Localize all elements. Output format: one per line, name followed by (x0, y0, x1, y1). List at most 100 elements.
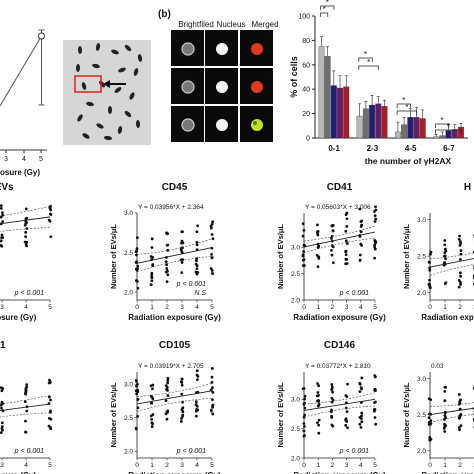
significance-bracket (435, 123, 450, 128)
data-point (25, 385, 29, 389)
y-tick-label: 3.0 (124, 210, 133, 217)
significance-bracket (320, 12, 329, 17)
data-point (149, 394, 153, 398)
data-point (195, 259, 198, 263)
data-point (49, 208, 53, 212)
data-point (1, 220, 5, 223)
data-point (427, 416, 431, 419)
x-tick-label: 0 (135, 462, 139, 469)
data-point (24, 217, 28, 221)
cell (181, 42, 195, 56)
data-point (166, 410, 169, 414)
chromosome (135, 120, 141, 128)
data-point (316, 421, 319, 425)
data-point (210, 367, 214, 370)
x-tick-label: 2 (331, 462, 335, 469)
bar (375, 103, 382, 139)
data-point (164, 270, 168, 274)
chromosome (82, 133, 90, 139)
data-point (374, 205, 377, 209)
data-point (49, 235, 53, 239)
data-point (443, 251, 447, 255)
fit-line (0, 216, 51, 225)
data-point (210, 375, 214, 379)
data-point (149, 384, 153, 388)
data-point (458, 244, 462, 247)
data-point (315, 253, 319, 257)
data-point (135, 253, 138, 257)
cell-nucleus (216, 119, 228, 131)
x-tick-label: 1 (316, 462, 320, 469)
significance-bracket (320, 5, 335, 10)
x-tick-label: 3 (0, 462, 4, 469)
data-point (166, 376, 170, 380)
panel-title: CD45 (162, 182, 188, 193)
data-point (195, 267, 199, 271)
row-label-left: 1600 (173, 110, 187, 116)
bar (439, 135, 446, 139)
data-point (149, 401, 153, 405)
data-point (135, 279, 138, 282)
bar (381, 106, 388, 139)
data-point (0, 431, 3, 435)
data-point (360, 376, 364, 380)
data-point (135, 249, 139, 253)
significance-star: * (405, 103, 408, 112)
y-tick-label: 100 (298, 14, 310, 21)
data-point (48, 378, 51, 382)
data-point (302, 228, 306, 232)
significance-bracket (358, 65, 379, 70)
data-point (195, 369, 199, 373)
p-value: p < 0.001 (14, 290, 44, 297)
data-point (345, 217, 349, 221)
data-point (358, 259, 362, 262)
data-point (166, 394, 170, 397)
fit-line (303, 231, 376, 248)
data-point (150, 246, 154, 249)
data-point (428, 286, 432, 290)
p-value: p < 0.001 (176, 281, 206, 288)
data-point (165, 263, 169, 267)
data-point (134, 427, 138, 431)
data-point (358, 253, 362, 257)
x-tick-label: 3 (0, 304, 4, 311)
bar (356, 115, 363, 139)
x-tick-label: 1 (443, 462, 447, 469)
x-tick-label: 0 (135, 304, 139, 311)
data-point (150, 273, 154, 276)
data-point (345, 225, 349, 228)
regression-equation: Y = 0.05603*X + 3.006 (305, 204, 371, 211)
data-point (458, 258, 462, 261)
data-point (330, 396, 334, 400)
y-tick-label: 2.0 (124, 289, 133, 296)
data-point (150, 279, 154, 283)
data-point (48, 426, 52, 429)
data-point (179, 258, 183, 262)
data-point (135, 236, 139, 240)
data-point (23, 400, 27, 403)
data-point (443, 254, 447, 258)
chromosome (124, 110, 132, 118)
y-axis-label: Number of EVs/μL (109, 382, 118, 447)
data-point (0, 244, 4, 248)
data-point (211, 237, 215, 241)
data-point (459, 412, 463, 416)
data-point (443, 389, 447, 393)
ci-upper (136, 382, 213, 397)
data-point (24, 389, 28, 393)
ci-upper (429, 252, 474, 260)
x-tick-label: 4 (195, 304, 199, 311)
data-point (24, 243, 28, 247)
data-point (303, 413, 306, 417)
data-point (0, 233, 4, 237)
data-point (164, 399, 168, 403)
row-label-right: 0 (268, 34, 272, 40)
data-point (330, 423, 334, 427)
bar (324, 56, 331, 139)
x-tick-label: 5 (48, 462, 52, 469)
data-point (49, 398, 52, 402)
bar (318, 46, 325, 139)
chromosome (92, 63, 100, 69)
data-point (359, 386, 363, 390)
